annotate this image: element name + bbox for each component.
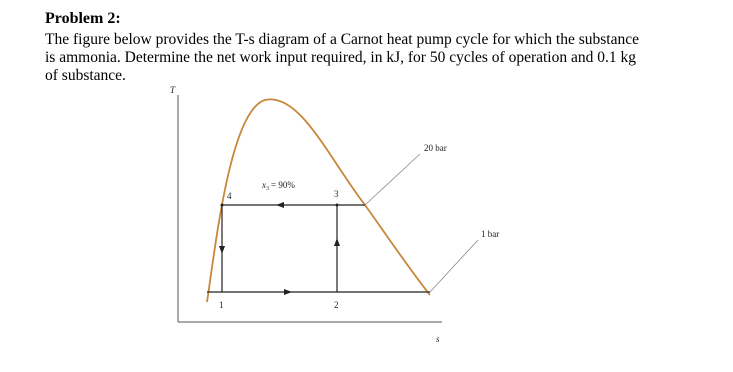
state-label: 2 [334, 300, 339, 310]
problem-text: The figure below provides the T-s diagra… [45, 31, 639, 48]
leader-line [429, 239, 479, 293]
problem-text: is ammonia. Determine the net work input… [45, 49, 636, 66]
pressure-label: 20 bar [424, 143, 447, 153]
saturation-dome [206, 98, 431, 303]
pressure-label: 1 bar [481, 229, 499, 239]
state-label: 3 [334, 189, 339, 199]
problem-title: Problem 2: [45, 10, 121, 27]
quality-label: x3 = 90% [261, 180, 295, 192]
state-point [335, 203, 339, 207]
state-label: 4 [227, 191, 232, 201]
problem-text: of substance. [45, 67, 126, 84]
state-point [220, 203, 224, 207]
leader-line [364, 153, 421, 206]
axis-label: s [436, 334, 440, 344]
quality-subscript: 3 [266, 186, 269, 192]
state-label: 1 [219, 300, 224, 310]
quality-symbol: x [261, 180, 266, 190]
quality-value: = 90% [271, 180, 295, 190]
axis-label: T [170, 85, 176, 95]
